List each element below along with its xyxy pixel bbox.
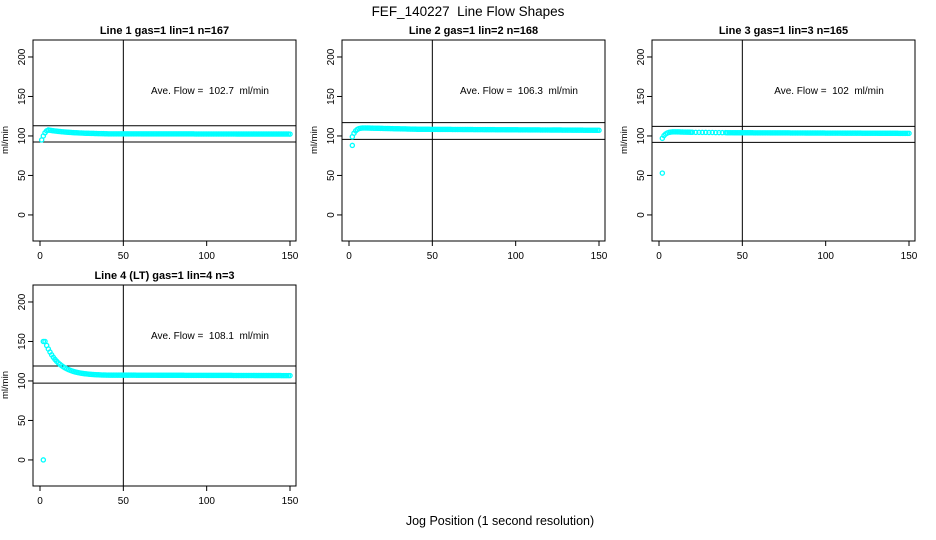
svg-text:200: 200 — [326, 48, 337, 65]
svg-text:150: 150 — [282, 251, 299, 262]
svg-text:50: 50 — [636, 169, 647, 181]
flow-panel-line1: Line 1 gas=1 lin=1 n=167 ml/min Ave. Flo… — [0, 25, 300, 275]
svg-text:50: 50 — [118, 251, 130, 262]
avg-flow-annotation: Ave. Flow = 102.7 ml/min — [151, 86, 269, 97]
svg-text:100: 100 — [326, 127, 337, 144]
svg-text:0: 0 — [17, 212, 28, 218]
figure-title: FEF_140227 Line Flow Shapes — [371, 4, 565, 19]
flow-panel-line4: Line 4 (LT) gas=1 lin=4 n=3 ml/min Ave. … — [0, 270, 300, 520]
svg-text:100: 100 — [817, 251, 834, 262]
avg-flow-annotation: Ave. Flow = 106.3 ml/min — [460, 86, 578, 97]
svg-text:200: 200 — [636, 48, 647, 65]
svg-text:0: 0 — [37, 496, 43, 507]
svg-text:200: 200 — [17, 293, 28, 310]
plot-area: 0 50 100 150 0 50 100 150 200 — [17, 39, 299, 262]
svg-text:100: 100 — [17, 372, 28, 389]
svg-text:0: 0 — [37, 251, 43, 262]
svg-text:100: 100 — [17, 127, 28, 144]
panel-title: Line 3 gas=1 lin=3 n=165 — [718, 25, 849, 37]
svg-text:200: 200 — [17, 48, 28, 65]
svg-text:150: 150 — [282, 496, 299, 507]
svg-text:150: 150 — [326, 88, 337, 105]
svg-text:0: 0 — [636, 212, 647, 218]
svg-text:150: 150 — [591, 251, 608, 262]
avg-flow-annotation: Ave. Flow = 102 ml/min — [774, 86, 884, 97]
svg-text:50: 50 — [118, 496, 130, 507]
svg-text:150: 150 — [17, 88, 28, 105]
svg-text:0: 0 — [326, 212, 337, 218]
svg-text:50: 50 — [427, 251, 439, 262]
flow-panel-line2: Line 2 gas=1 lin=2 n=168 ml/min Ave. Flo… — [309, 25, 609, 275]
svg-text:50: 50 — [737, 251, 749, 262]
avg-flow-annotation: Ave. Flow = 108.1 ml/min — [151, 331, 269, 342]
svg-text:50: 50 — [17, 414, 28, 426]
panel-title: Line 4 (LT) gas=1 lin=4 n=3 — [94, 270, 235, 282]
svg-text:0: 0 — [656, 251, 662, 262]
plot-area: 0 50 100 150 0 50 100 150 200 — [326, 39, 608, 262]
svg-text:50: 50 — [17, 169, 28, 181]
svg-text:0: 0 — [346, 251, 352, 262]
svg-text:100: 100 — [198, 251, 215, 262]
panel-title: Line 1 gas=1 lin=1 n=167 — [99, 25, 230, 37]
plot-area: 0 50 100 150 0 50 100 150 200 — [636, 39, 918, 262]
svg-text:0: 0 — [17, 457, 28, 463]
svg-text:150: 150 — [636, 88, 647, 105]
x-axis-label: Jog Position (1 second resolution) — [405, 514, 595, 528]
svg-text:50: 50 — [326, 169, 337, 181]
svg-text:100: 100 — [636, 127, 647, 144]
panel-title: Line 2 gas=1 lin=2 n=168 — [408, 25, 539, 37]
svg-text:150: 150 — [901, 251, 918, 262]
plot-area: 0 50 100 150 0 50 100 150 200 — [17, 284, 299, 507]
flow-panel-line3: Line 3 gas=1 lin=3 n=165 ml/min Ave. Flo… — [619, 25, 919, 275]
svg-text:100: 100 — [507, 251, 524, 262]
svg-text:100: 100 — [198, 496, 215, 507]
svg-text:150: 150 — [17, 333, 28, 350]
